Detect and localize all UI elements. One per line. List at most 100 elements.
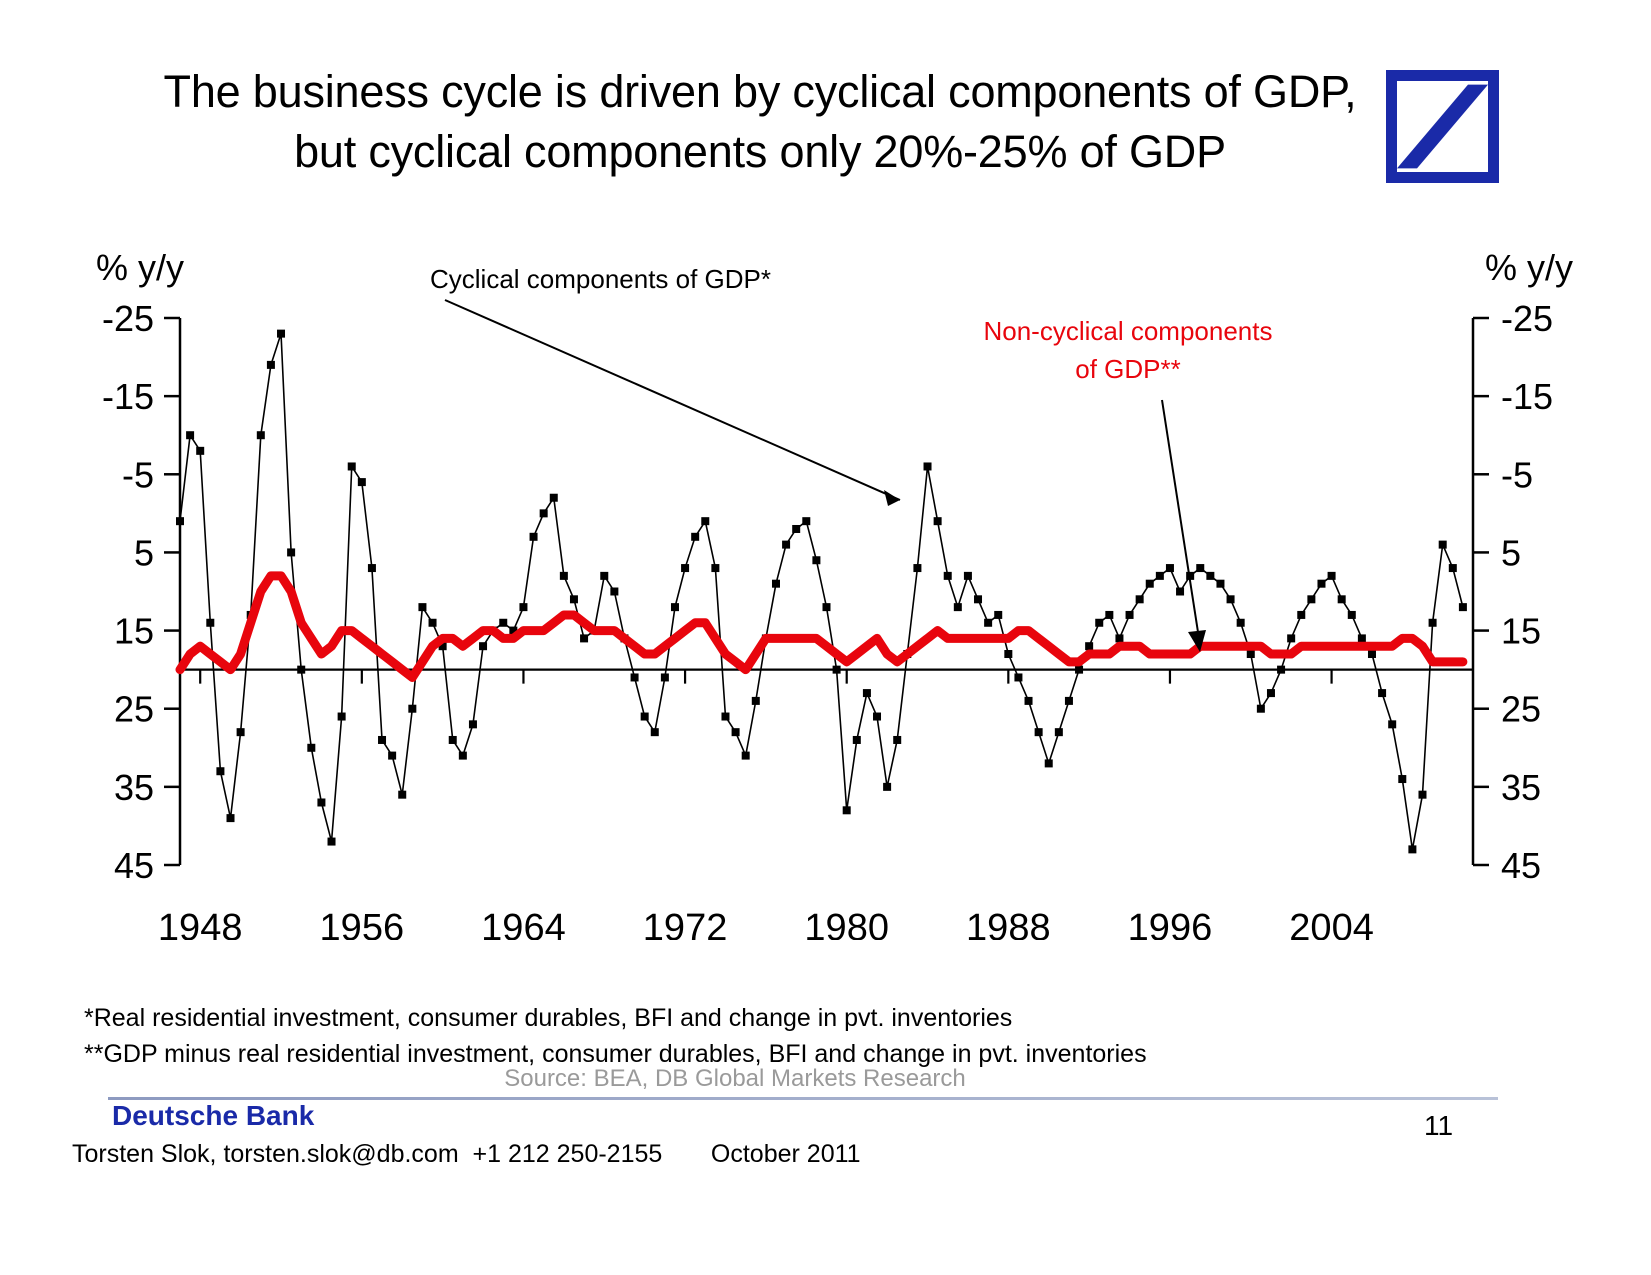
data-point-marker [549, 493, 558, 502]
chart-svg: Cyclical components of GDP* Non-cyclical … [96, 247, 1573, 940]
x-tick-label: 1988 [966, 907, 1051, 940]
y-tick-label-left: -15 [102, 376, 154, 417]
data-point-marker [357, 478, 366, 487]
data-point-marker [1266, 689, 1275, 698]
y-tick-label-left: 45 [114, 845, 154, 886]
y-tick-label-right: 5 [1501, 532, 1521, 573]
data-point-marker [408, 704, 417, 713]
logo-slash-icon [1397, 84, 1488, 169]
x-tick-label: 2004 [1289, 907, 1374, 940]
page-title: The business cycle is driven by cyclical… [60, 62, 1460, 182]
data-point-marker [1317, 579, 1326, 588]
data-point-marker [1206, 571, 1215, 580]
chart-axes [164, 316, 1489, 867]
right-axis-unit: % y/y [1485, 247, 1573, 288]
data-point-marker [539, 509, 548, 518]
footnotes: *Real residential investment, consumer d… [84, 1000, 1484, 1072]
data-point-marker [923, 462, 932, 471]
data-point-marker [812, 556, 821, 565]
data-point-marker [913, 564, 922, 573]
data-point-marker [196, 446, 205, 455]
annotation-cyclical-arrowhead [884, 490, 900, 506]
y-tick-label-right: 25 [1501, 689, 1541, 730]
data-point-marker [1367, 650, 1376, 659]
data-point-marker [287, 548, 296, 557]
y-tick-label-right: -5 [1501, 454, 1533, 495]
title-line-2: but cyclical components only 20%-25% of … [294, 126, 1226, 177]
data-point-marker [610, 587, 619, 596]
data-point-marker [206, 618, 215, 627]
data-point-marker [1054, 728, 1063, 737]
contact-line: Torsten Slok, torsten.slok@db.com +1 212… [72, 1140, 861, 1168]
data-point-marker [933, 517, 942, 526]
annotation-noncyclical-leader [1161, 399, 1201, 646]
data-point-marker [1024, 696, 1033, 705]
deutsche-bank-wordmark: Deutsche Bank [112, 1100, 315, 1131]
data-point-marker [327, 837, 336, 846]
data-point-marker [670, 603, 679, 612]
data-point-marker [216, 767, 225, 776]
data-point-marker [994, 610, 1003, 619]
source-note: Source: BEA, DB Global Markets Research [504, 1065, 966, 1092]
series-cyclical-line [179, 332, 1464, 851]
y-tick-label-right: -15 [1501, 376, 1553, 417]
data-point-marker [1095, 618, 1104, 627]
data-point-marker [782, 540, 791, 549]
data-point-marker [499, 618, 508, 627]
data-point-marker [741, 751, 750, 760]
chart-container: Cyclical components of GDP* Non-cyclical … [0, 240, 1651, 940]
data-point-marker [1196, 564, 1205, 573]
data-point-marker [1418, 790, 1427, 799]
data-point-marker [236, 728, 245, 737]
data-point-marker [701, 517, 710, 526]
data-point-marker [873, 712, 882, 721]
data-point-marker [1165, 564, 1174, 573]
data-point-marker [378, 735, 387, 744]
data-point-marker [307, 743, 316, 752]
data-point-marker [1408, 845, 1417, 854]
annotation-cyclical-label: Cyclical components of GDP* [430, 264, 771, 294]
data-point-marker [751, 696, 760, 705]
data-point-marker [822, 603, 831, 612]
data-point-marker [1176, 587, 1185, 596]
data-point-marker [1347, 610, 1356, 619]
data-point-marker [479, 642, 488, 651]
page-number: 11 [1424, 1110, 1454, 1141]
data-point-marker [458, 751, 467, 760]
data-point-marker [1115, 634, 1124, 643]
data-point-marker [650, 728, 659, 737]
data-point-marker [1155, 571, 1164, 580]
data-point-marker [1064, 696, 1073, 705]
data-point-marker [559, 571, 568, 580]
annotation-noncyclical-arrowhead [1188, 630, 1206, 652]
data-point-marker [1458, 603, 1467, 612]
data-point-marker [721, 712, 730, 721]
chart-annotations: Cyclical components of GDP* Non-cyclical … [430, 264, 1273, 652]
y-tick-label-left: 25 [114, 689, 154, 730]
logo-inner [1397, 81, 1488, 172]
data-point-marker [842, 806, 851, 815]
annotation-cyclical-leader [444, 299, 901, 501]
data-point-marker [266, 360, 275, 369]
data-point-marker [731, 728, 740, 737]
data-point-marker [297, 665, 306, 674]
data-point-marker [569, 595, 578, 604]
data-point-marker [186, 431, 195, 440]
data-point-marker [943, 571, 952, 580]
data-point-marker [1277, 665, 1286, 674]
data-point-marker [711, 564, 720, 573]
data-point-marker [509, 626, 518, 635]
data-point-marker [792, 524, 801, 533]
data-point-marker [771, 579, 780, 588]
data-point-marker [277, 329, 286, 338]
data-point-marker [398, 790, 407, 799]
y-tick-label-left: 5 [134, 532, 154, 573]
series-cyclical-markers [176, 329, 1467, 854]
data-point-marker [1034, 728, 1043, 737]
data-point-marker [418, 603, 427, 612]
data-point-marker [428, 618, 437, 627]
data-point-marker [600, 571, 609, 580]
y-tick-label-right: 45 [1501, 845, 1541, 886]
data-point-marker [256, 431, 265, 440]
